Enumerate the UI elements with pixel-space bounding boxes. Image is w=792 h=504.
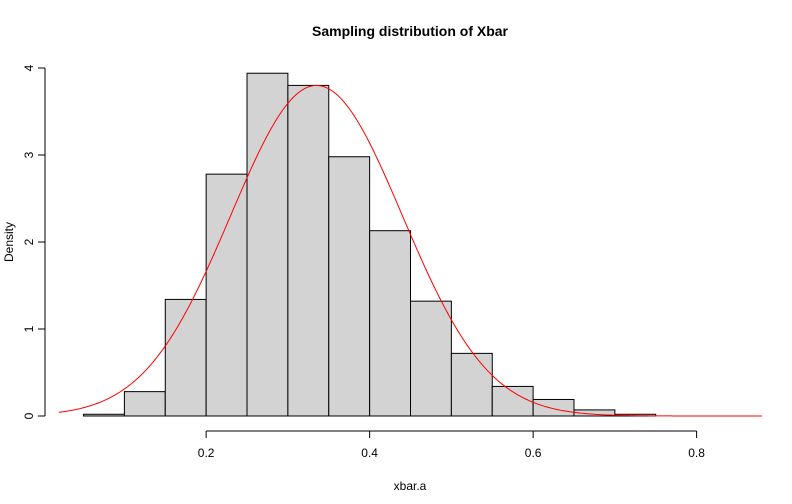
y-tick-label: 3 [22, 151, 36, 158]
histogram-bar-5 [246, 72, 289, 417]
histogram-bar-8 [369, 230, 411, 417]
x-tick-label: 0.4 [361, 446, 378, 460]
y-tick-label: 0 [22, 412, 36, 419]
histogram-bar-12 [532, 398, 575, 417]
x-tick-label: 0.6 [525, 446, 542, 460]
y-tick-label: 2 [22, 238, 36, 245]
histogram-bar-2 [123, 391, 166, 417]
y-axis-label: Density [2, 222, 16, 262]
histogram-bars [83, 72, 657, 417]
histogram-bar-6 [287, 84, 330, 417]
y-tick-label: 4 [22, 64, 36, 71]
histogram-bar-13 [573, 409, 616, 417]
y-axis: 0 1 2 3 4 [22, 64, 46, 419]
y-tick-label: 1 [22, 325, 36, 332]
histogram-bar-7 [328, 156, 371, 417]
chart-title: Sampling distribution of Xbar [312, 23, 509, 39]
x-axis: 0.2 0.4 0.6 0.8 [198, 430, 705, 460]
histogram-bar-10 [450, 352, 493, 417]
histogram-bar-11 [491, 385, 534, 417]
x-axis-label: xbar.a [394, 479, 427, 493]
histogram-bar-3 [164, 298, 207, 417]
histogram-bar-1 [83, 413, 125, 417]
x-tick-label: 0.8 [688, 446, 705, 460]
x-tick-label: 0.2 [198, 446, 215, 460]
density-curve [58, 84, 762, 417]
histogram-bar-9 [410, 300, 452, 417]
histogram-bar-4 [205, 173, 248, 417]
